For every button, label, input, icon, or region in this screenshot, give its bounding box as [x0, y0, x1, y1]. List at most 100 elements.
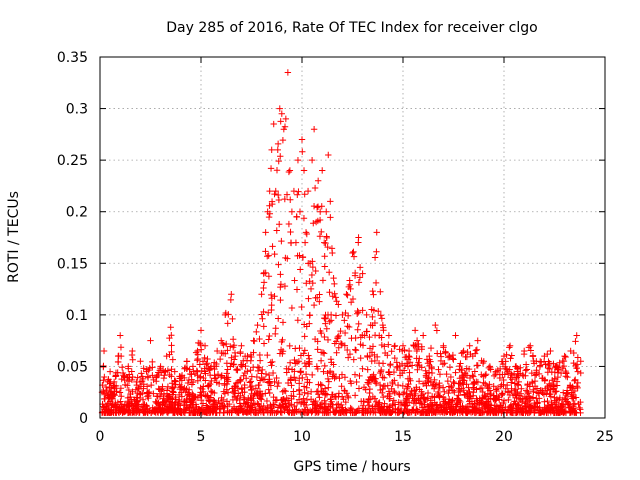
data-point-cloud [138, 373, 146, 380]
data-point-cloud [320, 388, 327, 395]
data-point-cloud [264, 379, 272, 386]
data-point-cloud [192, 409, 199, 417]
data-point [294, 156, 302, 164]
data-point [163, 352, 170, 360]
data-point-cloud [329, 404, 337, 412]
data-point-cloud [350, 356, 357, 363]
data-point-cloud [557, 405, 565, 413]
data-point-cloud [413, 406, 420, 413]
data-point-cloud [116, 389, 124, 396]
data-point-cloud [404, 383, 411, 390]
data-point-cloud [471, 379, 478, 387]
data-point [329, 249, 336, 257]
data-point-cloud [326, 403, 334, 410]
data-point-cloud [241, 388, 248, 396]
data-point-cloud [505, 396, 512, 404]
data-point [232, 352, 239, 360]
data-point [367, 321, 374, 329]
data-point-cloud [224, 376, 231, 383]
data-point [288, 208, 296, 215]
data-point-cloud [267, 359, 274, 366]
data-point [276, 105, 283, 112]
data-point-cloud [291, 374, 298, 381]
data-point-cloud [265, 371, 273, 379]
data-point-cloud [172, 396, 180, 403]
data-point-cloud [174, 407, 181, 414]
data-point-cloud [301, 239, 309, 246]
data-point-cloud [300, 383, 308, 390]
data-point-cloud [178, 383, 185, 390]
data-point-cloud [484, 409, 491, 416]
data-point [420, 332, 427, 339]
data-point-cloud [266, 378, 273, 385]
data-point-cloud [445, 389, 452, 397]
data-point-cloud [323, 233, 330, 240]
data-point-cloud [287, 196, 294, 203]
y-tick-labels: 0 0.05 0.1 0.15 0.2 0.25 0.3 0.35 [57, 50, 88, 427]
data-point-cloud [223, 370, 230, 377]
data-point-cloud [275, 196, 283, 204]
data-point-cloud [394, 381, 402, 389]
data-point-cloud [396, 346, 403, 353]
data-point [106, 368, 114, 375]
data-point-cloud [300, 395, 307, 402]
data-point-cloud [424, 389, 432, 397]
data-point [327, 198, 334, 205]
data-point-cloud [503, 381, 511, 389]
data-point-cloud [547, 405, 554, 412]
data-point [213, 347, 221, 355]
data-point-cloud [462, 353, 469, 361]
data-point-cloud [305, 360, 312, 367]
data-point [298, 136, 306, 143]
data-point-cloud [473, 409, 480, 416]
data-point-cloud [192, 401, 200, 408]
data-point-cloud [203, 360, 211, 367]
data-point-cloud [379, 360, 387, 367]
data-point-cloud [118, 393, 125, 400]
data-point-cloud [410, 342, 418, 350]
data-point-cloud [421, 398, 428, 406]
data-point-cloud [158, 387, 165, 395]
data-point-cloud [279, 136, 287, 144]
data-point-cloud [194, 347, 201, 355]
data-point-cloud [439, 384, 447, 391]
data-point-cloud [362, 386, 369, 393]
data-point-cloud [413, 355, 420, 362]
data-point-cloud [267, 165, 275, 172]
data-point-cloud [188, 381, 196, 388]
data-point-cloud [277, 296, 284, 304]
data-point [343, 291, 350, 298]
data-point-cloud [457, 380, 464, 387]
data-point-cloud [384, 392, 391, 400]
data-point-cloud [114, 369, 121, 376]
data-point-cloud [298, 303, 305, 311]
data-point [147, 337, 154, 344]
data-point-cloud [151, 405, 159, 413]
data-point-cloud [456, 397, 463, 404]
data-point-cloud [508, 352, 515, 359]
data-point-cloud [301, 399, 308, 406]
data-point-cloud [313, 294, 321, 301]
data-point-cloud [218, 399, 226, 407]
data-point-cloud [333, 349, 340, 356]
data-point-cloud [399, 390, 407, 398]
data-point-cloud [427, 378, 435, 386]
data-point-cloud [303, 280, 310, 287]
data-point-cloud [366, 402, 373, 409]
data-point-cloud [122, 381, 129, 389]
data-point-cloud [544, 383, 551, 391]
data-point-cloud [518, 385, 525, 392]
data-point-cloud [274, 408, 281, 415]
data-point-cloud [312, 267, 319, 275]
data-point-cloud [427, 358, 434, 365]
data-point-cloud [137, 390, 144, 398]
data-point [316, 208, 324, 215]
data-point-cloud [277, 118, 284, 125]
data-point [331, 280, 338, 288]
data-point-cloud [569, 395, 576, 402]
data-point-cloud [342, 398, 349, 406]
data-point-cloud [227, 343, 234, 350]
data-point-cloud [464, 403, 472, 410]
data-point-cloud [278, 237, 285, 245]
data-point-cloud [547, 390, 554, 398]
